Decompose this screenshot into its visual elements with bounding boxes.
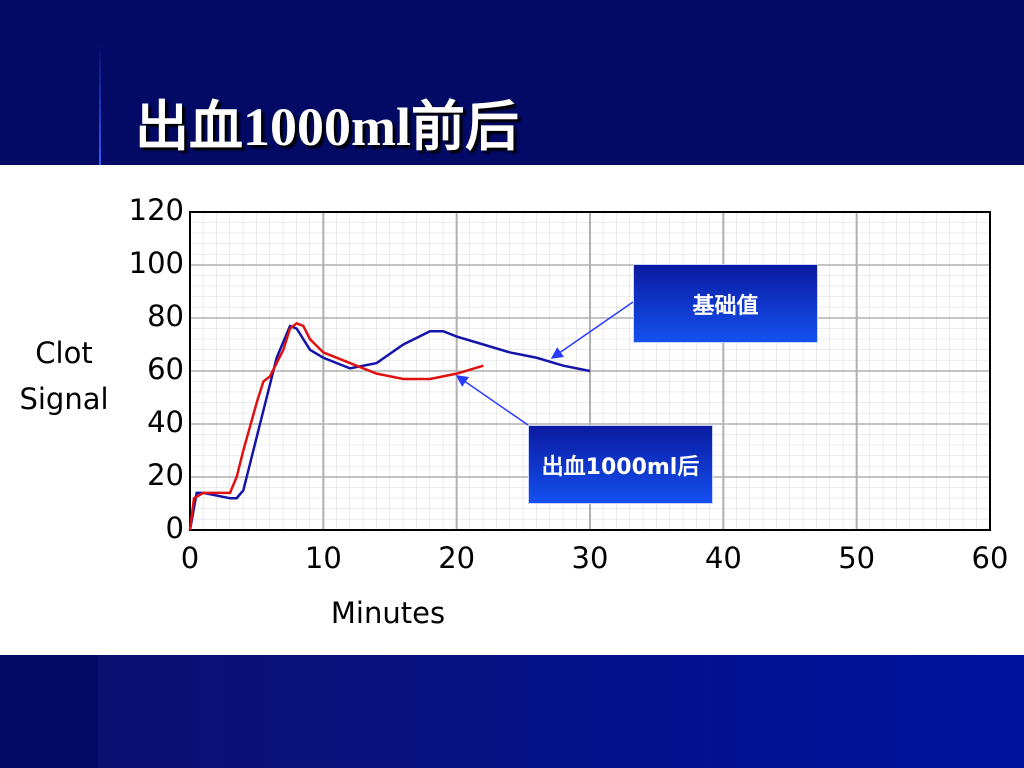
bottom-band <box>0 655 1024 768</box>
series-callout: 出血1000ml后 <box>528 425 713 504</box>
series-line <box>188 321 484 531</box>
title-band <box>0 0 1024 165</box>
x-axis-label: Minutes <box>331 596 445 630</box>
accent-line <box>99 40 101 165</box>
slide-title: 出血1000ml前后 <box>135 97 519 157</box>
x-tick-label: 40 <box>705 541 742 575</box>
y-tick-label: 120 <box>129 193 184 227</box>
x-tick-label: 50 <box>838 541 875 575</box>
x-tick-label: 0 <box>181 541 199 575</box>
plot-frame <box>189 211 991 531</box>
y-tick-label: 80 <box>147 299 184 333</box>
x-tick-label: 60 <box>972 541 1009 575</box>
series-callout: 基础值 <box>633 264 818 343</box>
x-tick-label: 20 <box>438 541 475 575</box>
y-tick-label: 40 <box>147 405 184 439</box>
callout-arrow <box>455 375 529 426</box>
y-tick-label: 60 <box>147 352 184 386</box>
callout-arrow <box>550 301 634 359</box>
series-line <box>188 324 591 531</box>
y-tick-label: 100 <box>129 246 184 280</box>
y-tick-label: 0 <box>166 511 184 545</box>
y-axis-label: Clot Signal <box>19 336 109 416</box>
y-tick-label: 20 <box>147 458 184 492</box>
x-tick-label: 30 <box>572 541 609 575</box>
x-tick-label: 10 <box>305 541 342 575</box>
